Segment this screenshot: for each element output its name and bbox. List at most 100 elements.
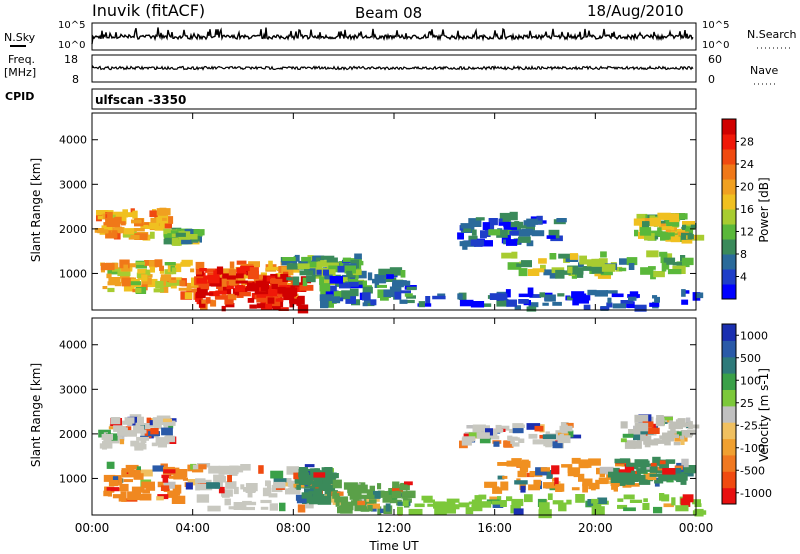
echo-cell bbox=[245, 483, 258, 492]
ytick-label: 2000 bbox=[59, 428, 87, 441]
echo-cell bbox=[119, 259, 130, 269]
echo-cell bbox=[434, 505, 447, 515]
colorbar-swatch bbox=[722, 149, 736, 165]
echo-cell bbox=[282, 287, 295, 297]
echo-cell bbox=[555, 484, 563, 492]
echo-cell bbox=[160, 463, 168, 467]
echo-cell bbox=[240, 503, 245, 507]
echo-cell bbox=[659, 461, 669, 469]
echo-cell bbox=[115, 267, 124, 271]
echo-cell bbox=[241, 282, 246, 287]
echo-cell bbox=[470, 301, 485, 308]
echo-cell bbox=[296, 484, 301, 490]
echo-cell bbox=[507, 262, 522, 270]
echo-cell bbox=[619, 458, 631, 463]
echo-cell bbox=[508, 428, 514, 433]
echo-cell bbox=[633, 440, 642, 449]
echo-cell bbox=[200, 292, 214, 296]
echo-cell bbox=[558, 253, 572, 259]
echo-cell bbox=[164, 262, 176, 266]
echo-cell bbox=[240, 464, 251, 471]
echo-cell bbox=[654, 296, 660, 303]
echo-cell bbox=[191, 277, 197, 287]
echo-cell bbox=[319, 276, 325, 285]
echo-cell bbox=[106, 461, 115, 469]
echo-cell bbox=[230, 273, 244, 279]
echo-cell bbox=[488, 229, 501, 236]
echo-cell bbox=[369, 485, 375, 493]
echo-cell bbox=[260, 283, 270, 292]
echo-cell bbox=[459, 299, 474, 307]
echo-cell bbox=[339, 277, 348, 286]
echo-cell bbox=[105, 229, 118, 239]
echo-cell bbox=[642, 502, 650, 510]
echo-cell bbox=[582, 483, 588, 493]
colorbar-tick-label: 4 bbox=[740, 271, 747, 284]
echo-cell bbox=[511, 458, 522, 467]
echo-cell bbox=[299, 284, 314, 291]
echo-cell bbox=[614, 479, 620, 487]
echo-cell bbox=[650, 462, 657, 467]
echo-cell bbox=[666, 219, 680, 227]
echo-cell bbox=[380, 297, 389, 301]
echo-cell bbox=[406, 286, 417, 291]
echo-cell bbox=[498, 218, 503, 223]
echo-cell bbox=[221, 489, 233, 497]
echo-cell bbox=[519, 464, 529, 473]
echo-cell bbox=[681, 289, 686, 297]
echo-cell bbox=[520, 485, 526, 493]
echo-cell bbox=[624, 440, 636, 449]
echo-cell bbox=[218, 465, 232, 475]
echo-cell bbox=[352, 498, 359, 506]
echo-cell bbox=[501, 234, 511, 244]
echo-cell bbox=[534, 425, 544, 432]
noise-tick-low-left: 10^0 bbox=[58, 40, 85, 51]
colorbar-tick-label: -25 bbox=[740, 419, 758, 432]
echo-cell bbox=[256, 303, 266, 309]
echo-cell bbox=[140, 469, 153, 477]
echo-cell bbox=[617, 498, 624, 502]
noise-tick-high-left: 10^5 bbox=[58, 20, 85, 31]
echo-cell bbox=[591, 500, 602, 508]
echo-cell bbox=[200, 281, 209, 290]
echo-cell bbox=[149, 266, 155, 273]
echo-cell bbox=[149, 260, 158, 268]
echo-cell bbox=[133, 228, 145, 232]
echo-cell bbox=[514, 480, 528, 485]
echo-cell bbox=[297, 504, 306, 513]
echo-cell bbox=[306, 275, 316, 283]
echo-cell bbox=[120, 426, 126, 432]
echo-cell bbox=[235, 280, 248, 284]
echo-cell bbox=[155, 280, 164, 289]
echo-cell bbox=[229, 469, 238, 476]
echo-cell bbox=[673, 468, 682, 474]
echo-cell bbox=[578, 262, 584, 267]
colorbar-swatch bbox=[722, 438, 736, 456]
velocity-colorbar: 1000 500 100 25 -25 -100 -500 -1000 bbox=[721, 323, 772, 505]
echo-cell bbox=[127, 491, 141, 501]
echo-cell bbox=[457, 232, 464, 240]
echo-cell bbox=[668, 423, 682, 430]
echo-cell bbox=[681, 299, 689, 305]
colorbar-tick-label: 500 bbox=[740, 352, 761, 365]
echo-cell bbox=[279, 502, 286, 512]
echo-cell bbox=[502, 475, 508, 479]
echo-cell bbox=[216, 266, 224, 275]
cpid-value: ulfscan -3350 bbox=[95, 93, 186, 107]
echo-cell bbox=[392, 481, 400, 489]
echo-cell bbox=[620, 438, 627, 443]
echo-cell bbox=[268, 493, 278, 498]
echo-cell bbox=[160, 485, 170, 491]
echo-cell bbox=[140, 224, 149, 229]
echo-cell bbox=[664, 264, 670, 270]
echo-cell bbox=[385, 503, 391, 512]
echo-cell bbox=[271, 283, 278, 290]
echo-cell bbox=[458, 502, 470, 508]
echo-cell bbox=[370, 299, 377, 306]
echo-cell bbox=[268, 260, 273, 269]
echo-cell bbox=[676, 431, 682, 436]
echo-cell bbox=[491, 428, 504, 433]
echo-cell bbox=[105, 217, 115, 225]
echo-cell bbox=[661, 494, 670, 502]
echo-cell bbox=[658, 223, 666, 229]
